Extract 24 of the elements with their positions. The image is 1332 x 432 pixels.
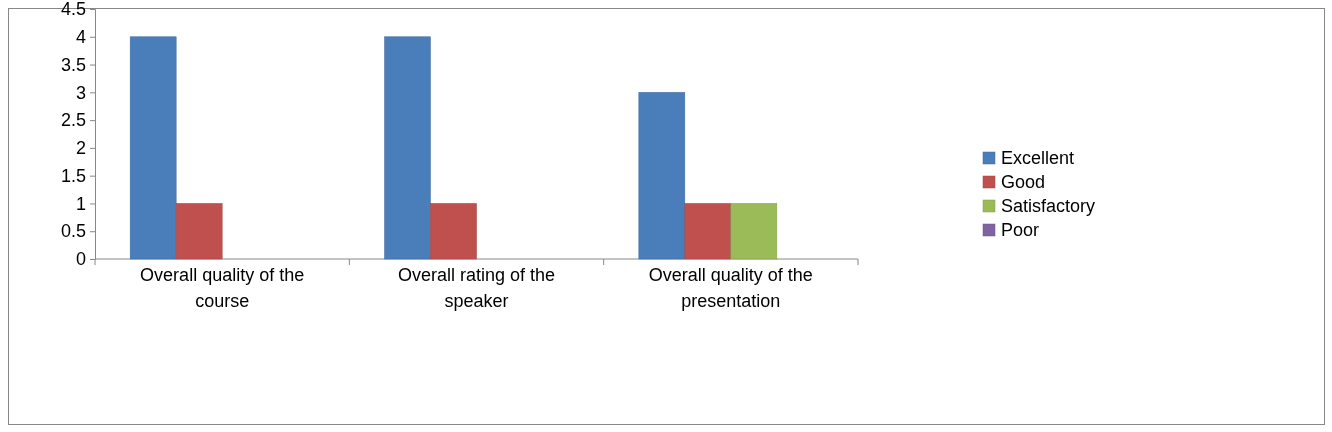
bar — [129, 36, 177, 260]
y-tick-label: 3 — [75, 82, 86, 103]
y-tick-label: 2.5 — [60, 110, 86, 131]
y-tick-label: 3.5 — [60, 54, 86, 75]
bar — [175, 203, 223, 260]
bar — [730, 203, 778, 260]
y-tick-label: 1.5 — [60, 165, 86, 186]
x-tick-label: Overall quality of the course — [140, 265, 305, 311]
y-tick-label: 2 — [75, 138, 86, 159]
legend-label: Excellent — [1001, 148, 1075, 168]
legend-label: Poor — [1001, 220, 1040, 240]
y-tick-label: 1 — [75, 193, 86, 214]
bar — [384, 36, 431, 260]
bar — [430, 203, 477, 260]
y-tick-label: 4 — [75, 27, 86, 48]
y-tick-label: 0.5 — [60, 221, 86, 242]
bar — [684, 203, 732, 260]
x-tick-label: Overall rating of the speaker — [397, 265, 556, 311]
bar — [638, 92, 686, 260]
y-tick-label: 0 — [75, 249, 86, 270]
x-tick-label: Overall quality of the presentation — [648, 265, 813, 311]
legend-label: Satisfactory — [1001, 196, 1096, 216]
legend-label: Good — [1001, 172, 1046, 192]
y-tick-label: 4.5 — [60, 0, 86, 20]
